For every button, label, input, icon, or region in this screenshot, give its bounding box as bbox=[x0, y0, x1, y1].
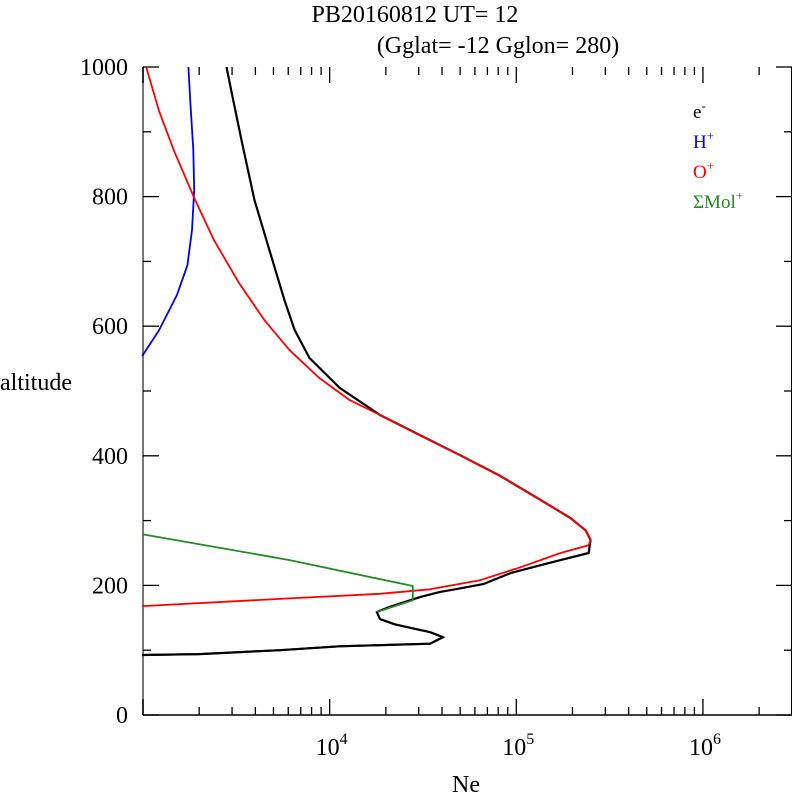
legend-superscript: + bbox=[707, 128, 714, 143]
y-tick-labels: 0 200 400 600 800 1000 bbox=[80, 55, 128, 729]
x-axis-label: Ne bbox=[452, 772, 480, 796]
x-tick-exponent: 5 bbox=[526, 731, 534, 748]
x-tick-label: 105 bbox=[502, 731, 534, 761]
chart-title-line1: PB20160812 UT= 12 bbox=[312, 2, 519, 28]
legend-entry: O+ bbox=[693, 158, 714, 183]
y-tick-label: 800 bbox=[92, 185, 128, 211]
legend-entry: ΣMol+ bbox=[693, 188, 743, 213]
y-tick-label: 600 bbox=[92, 314, 128, 340]
series-line-o bbox=[142, 66, 592, 607]
legend-superscript: - bbox=[701, 98, 705, 113]
x-tick-exponent: 6 bbox=[713, 731, 721, 748]
legend-entry: H+ bbox=[693, 128, 714, 153]
legend-entry: e- bbox=[693, 98, 706, 123]
x-tick-labels: 104 105 106 bbox=[316, 731, 721, 761]
plot-lines bbox=[141, 66, 592, 657]
x-tick-exponent: 4 bbox=[340, 731, 348, 748]
series-line-mol bbox=[142, 533, 444, 656]
series-line-e-overlay bbox=[142, 611, 446, 656]
y-tick-label: 1000 bbox=[80, 55, 128, 81]
y-tick-label: 400 bbox=[92, 444, 128, 470]
x-tick-label: 104 bbox=[316, 731, 348, 761]
legend: e- H+ O+ ΣMol+ bbox=[693, 98, 743, 213]
legend-superscript: + bbox=[707, 158, 714, 173]
y-tick-label: 200 bbox=[92, 573, 128, 599]
y-axis-label: altitude bbox=[0, 370, 72, 396]
series-line-h bbox=[141, 66, 196, 357]
legend-superscript: + bbox=[736, 188, 743, 203]
x-tick-label: 106 bbox=[689, 731, 721, 761]
y-tick-label: 0 bbox=[116, 703, 128, 729]
chart-title-line2: (Gglat= -12 Gglon= 280) bbox=[377, 33, 619, 59]
